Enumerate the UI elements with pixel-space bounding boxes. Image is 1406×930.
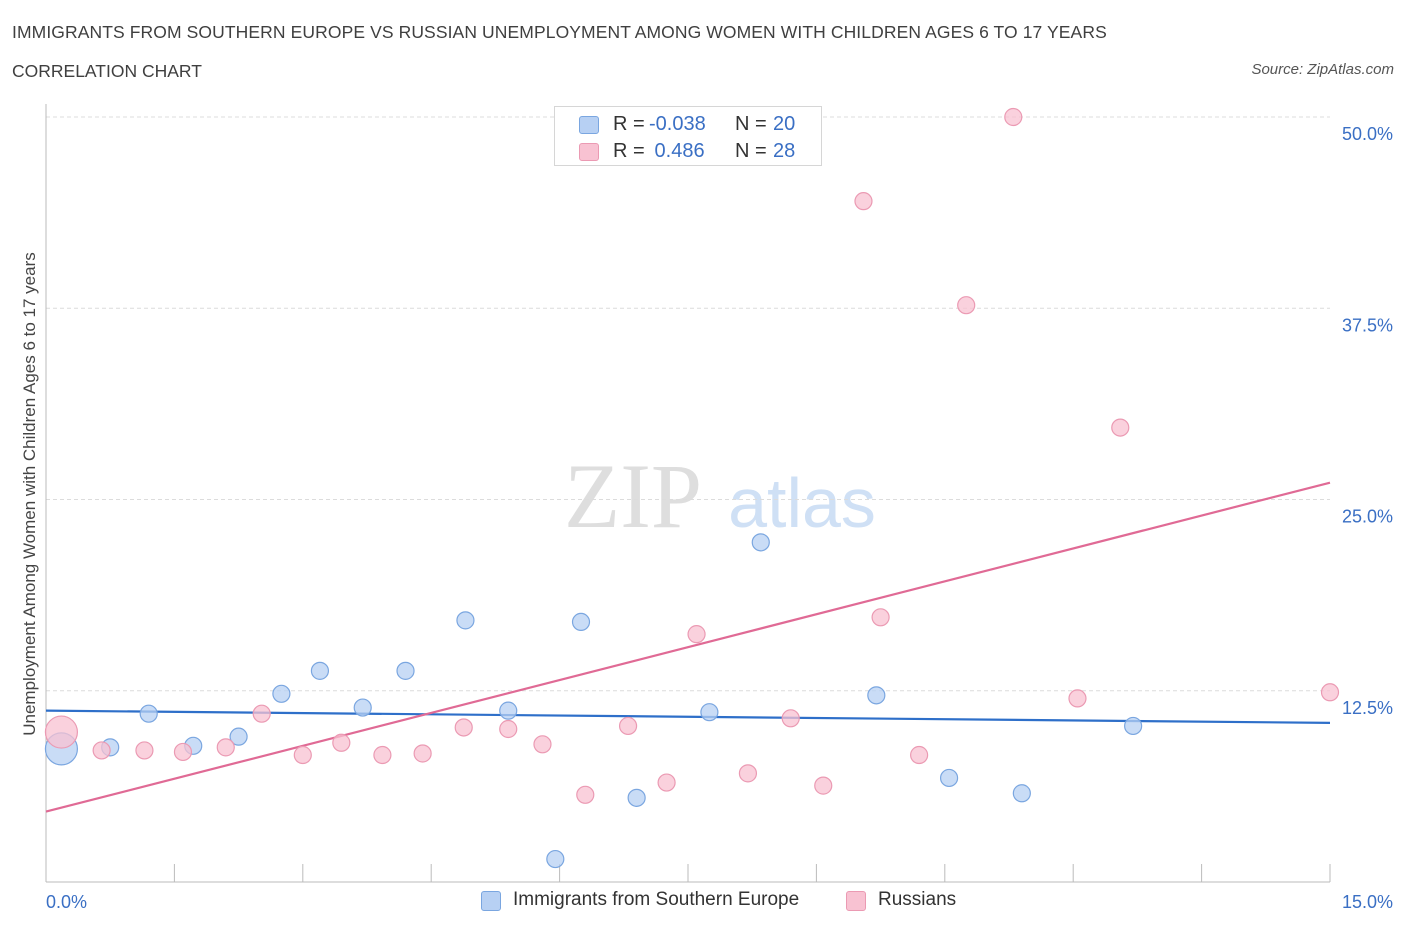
blue-swatch xyxy=(579,116,599,134)
data-point-blue xyxy=(272,684,291,703)
data-point-pink xyxy=(252,704,271,723)
data-point-blue xyxy=(456,611,475,630)
data-point-pink xyxy=(618,716,638,736)
data-point-pink xyxy=(413,744,432,763)
data-point-blue xyxy=(751,533,770,552)
data-point-pink xyxy=(576,785,595,804)
y-tick-label: 50.0% xyxy=(1342,124,1393,144)
chart-subtitle: CORRELATION CHART xyxy=(12,61,202,81)
data-point-pink xyxy=(871,608,890,627)
x-tick-label-min: 0.0% xyxy=(46,892,87,912)
data-point-blue xyxy=(499,701,518,720)
zipatlas-watermark: ZIP atlas xyxy=(564,445,876,547)
data-point-pink xyxy=(781,709,800,728)
data-point-pink xyxy=(173,742,193,762)
grid-lines xyxy=(46,116,1330,692)
data-point-pink xyxy=(533,735,552,754)
data-point-pink xyxy=(1068,689,1087,708)
data-points xyxy=(44,107,1340,869)
data-point-blue xyxy=(571,612,591,632)
data-point-blue xyxy=(939,768,959,788)
y-tick-label: 12.5% xyxy=(1342,698,1393,718)
r-label: R = xyxy=(613,140,645,162)
n-label: N = xyxy=(735,140,767,162)
data-point-pink xyxy=(373,745,392,765)
data-point-pink xyxy=(1111,418,1130,437)
data-point-pink xyxy=(454,718,473,737)
data-point-pink xyxy=(1004,107,1023,127)
y-tick-label: 37.5% xyxy=(1342,315,1393,335)
data-point-blue xyxy=(700,703,719,722)
data-point-blue xyxy=(229,727,248,746)
data-point-pink xyxy=(135,741,154,760)
data-point-blue xyxy=(310,661,330,680)
data-point-pink xyxy=(657,773,676,792)
n-label: N = xyxy=(735,113,767,135)
r-value-blue: -0.038 xyxy=(649,113,706,135)
data-point-blue xyxy=(867,686,886,705)
data-point-pink xyxy=(814,776,833,795)
data-point-blue xyxy=(546,849,565,869)
legend-label-southern-europe: Immigrants from Southern Europe xyxy=(513,889,800,910)
data-point-pink xyxy=(687,625,706,644)
correlation-legend: R = -0.038 N = 20 R = 0.486 N = 28 xyxy=(554,106,822,166)
n-value-pink: 28 xyxy=(773,140,796,162)
r-value-pink: 0.486 xyxy=(649,140,705,162)
y-tick-label: 25.0% xyxy=(1342,507,1393,527)
trend-line-pink xyxy=(45,481,1331,813)
blue-legend-swatch xyxy=(481,891,501,911)
r-label: R = xyxy=(613,113,645,135)
source-label: Source: ZipAtlas.com xyxy=(1251,61,1394,78)
watermark-zip: ZIP xyxy=(564,445,702,547)
data-point-pink xyxy=(332,733,351,752)
data-point-pink xyxy=(92,741,111,760)
tick-labels: 12.5% 25.0% 37.5% 50.0% 0.0% 15.0% xyxy=(46,124,1393,912)
data-point-pink xyxy=(910,745,929,765)
n-value-blue: 20 xyxy=(773,113,796,135)
data-point-pink xyxy=(854,192,873,211)
watermark-atlas: atlas xyxy=(728,464,876,542)
data-point-pink xyxy=(44,715,79,749)
data-point-blue xyxy=(139,704,158,723)
legend-label-russians: Russians xyxy=(878,889,957,910)
data-point-blue xyxy=(1012,784,1031,803)
data-point-pink xyxy=(738,764,758,783)
data-point-pink xyxy=(293,745,312,765)
pink-swatch xyxy=(579,143,599,161)
data-point-blue xyxy=(1124,716,1143,736)
data-point-pink xyxy=(216,738,235,757)
data-point-blue xyxy=(396,661,415,680)
x-tick-label-max: 15.0% xyxy=(1342,892,1393,912)
pink-legend-swatch xyxy=(846,891,866,911)
data-point-pink xyxy=(957,296,976,315)
chart-title: IMMIGRANTS FROM SOUTHERN EUROPE VS RUSSI… xyxy=(12,22,1107,42)
data-point-pink xyxy=(499,719,518,739)
data-point-blue xyxy=(627,788,646,807)
data-point-pink xyxy=(1320,683,1340,702)
data-point-blue xyxy=(353,698,372,717)
